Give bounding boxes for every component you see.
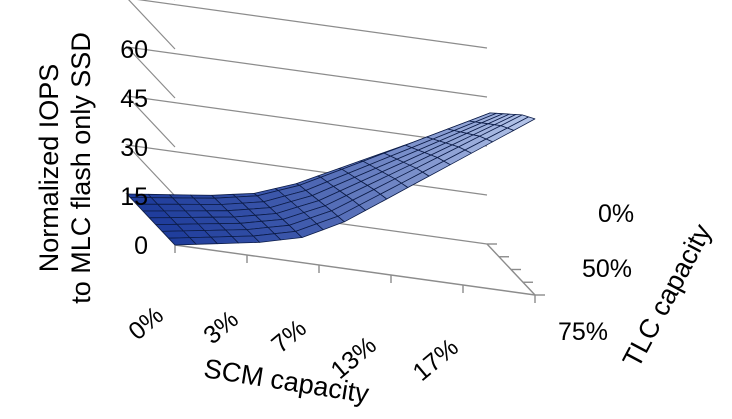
y-tick-label: 50% xyxy=(582,255,632,283)
z-tick-label: 45 xyxy=(120,85,148,113)
y-tick-label: 75% xyxy=(558,318,608,346)
x-tick-label: 7% xyxy=(266,314,312,359)
x-tick-label: 17% xyxy=(408,333,464,387)
gridline xyxy=(125,46,488,99)
x-axis-line xyxy=(174,244,536,296)
z-tick-label: 0 xyxy=(134,232,148,260)
axes xyxy=(174,243,545,303)
z-tick-label: 30 xyxy=(120,134,148,162)
z-axis-title-line-1: Normalized IOPS xyxy=(34,64,64,273)
z-tick-label: 15 xyxy=(120,183,148,211)
gridline xyxy=(128,0,488,50)
x-tick-label: 3% xyxy=(198,305,244,350)
x-tick-label: 0% xyxy=(123,301,169,346)
y-axis-title: TLC capacity xyxy=(617,219,718,373)
surface-plot xyxy=(126,112,536,246)
z-tick-label: 60 xyxy=(120,36,148,64)
y-tick-label: 0% xyxy=(598,200,634,228)
gridline xyxy=(125,95,488,148)
surface-facet xyxy=(506,116,536,131)
z-axis-title-line-2: to MLC flash only SSD xyxy=(66,32,96,304)
